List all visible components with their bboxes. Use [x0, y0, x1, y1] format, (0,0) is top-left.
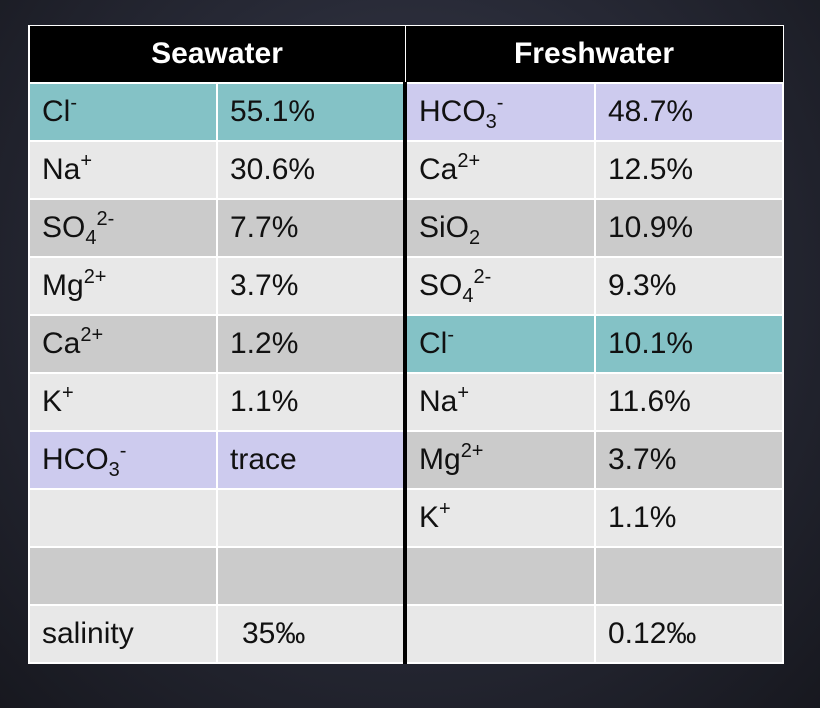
freshwater-value-cell: 11.6% [593, 372, 785, 432]
freshwater-ion-cell: Mg2+ [403, 430, 596, 490]
seawater-ion-cell [28, 546, 218, 606]
table-row: K+ 1.1% Na+ 11.6% [28, 372, 785, 432]
seawater-ion-cell: Cl- [28, 82, 218, 142]
freshwater-header: Freshwater [404, 25, 784, 84]
ion-composition-table: Seawater Freshwater Cl- 55.1% HCO3- 48.7… [28, 25, 785, 664]
table-row: HCO3- trace Mg2+ 3.7% [28, 430, 785, 490]
table-row [28, 546, 785, 606]
seawater-ion-cell: HCO3- [28, 430, 218, 490]
seawater-value-cell: 1.1% [216, 372, 406, 432]
freshwater-ion-cell: Ca2+ [403, 140, 596, 200]
freshwater-ion-cell: HCO3- [403, 82, 596, 142]
seawater-header: Seawater [28, 25, 406, 84]
seawater-ion-cell: SO42- [28, 198, 218, 258]
seawater-ion-cell: Ca2+ [28, 314, 218, 374]
freshwater-ion-cell [403, 546, 596, 606]
freshwater-ion-cell [403, 604, 596, 664]
freshwater-ion-cell: K+ [403, 488, 596, 548]
seawater-value-cell: 35‰ [216, 604, 406, 664]
seawater-value-cell: 3.7% [216, 256, 406, 316]
seawater-value-cell: 7.7% [216, 198, 406, 258]
freshwater-value-cell: 3.7% [593, 430, 785, 490]
table-row: Ca2+ 1.2% Cl- 10.1% [28, 314, 785, 374]
seawater-ion-cell: salinity [28, 604, 218, 664]
seawater-value-cell: 30.6% [216, 140, 406, 200]
freshwater-value-cell: 10.1% [593, 314, 785, 374]
freshwater-value-cell: 10.9% [593, 198, 785, 258]
freshwater-value-cell: 0.12‰ [593, 604, 785, 664]
freshwater-value-cell: 12.5% [593, 140, 785, 200]
freshwater-ion-cell: Cl- [403, 314, 596, 374]
freshwater-value-cell: 1.1% [593, 488, 785, 548]
seawater-ion-cell [28, 488, 218, 548]
table-row: Mg2+ 3.7% SO42- 9.3% [28, 256, 785, 316]
freshwater-ion-cell: SO42- [403, 256, 596, 316]
seawater-ion-cell: Na+ [28, 140, 218, 200]
freshwater-value-cell [593, 546, 785, 606]
seawater-value-cell: trace [216, 430, 406, 490]
seawater-value-cell [216, 546, 406, 606]
seawater-ion-cell: Mg2+ [28, 256, 218, 316]
table-row: SO42- 7.7% SiO2 10.9% [28, 198, 785, 258]
seawater-value-cell: 1.2% [216, 314, 406, 374]
freshwater-ion-cell: Na+ [403, 372, 596, 432]
seawater-value-cell [216, 488, 406, 548]
table-row: Cl- 55.1% HCO3- 48.7% [28, 82, 785, 142]
freshwater-ion-cell: SiO2 [403, 198, 596, 258]
seawater-ion-cell: K+ [28, 372, 218, 432]
table-row: K+ 1.1% [28, 488, 785, 548]
freshwater-value-cell: 9.3% [593, 256, 785, 316]
seawater-value-cell: 55.1% [216, 82, 406, 142]
table-row: Na+ 30.6% Ca2+ 12.5% [28, 140, 785, 200]
table-row: salinity 35‰ 0.12‰ [28, 604, 785, 664]
header-row: Seawater Freshwater [28, 25, 784, 84]
freshwater-value-cell: 48.7% [593, 82, 785, 142]
